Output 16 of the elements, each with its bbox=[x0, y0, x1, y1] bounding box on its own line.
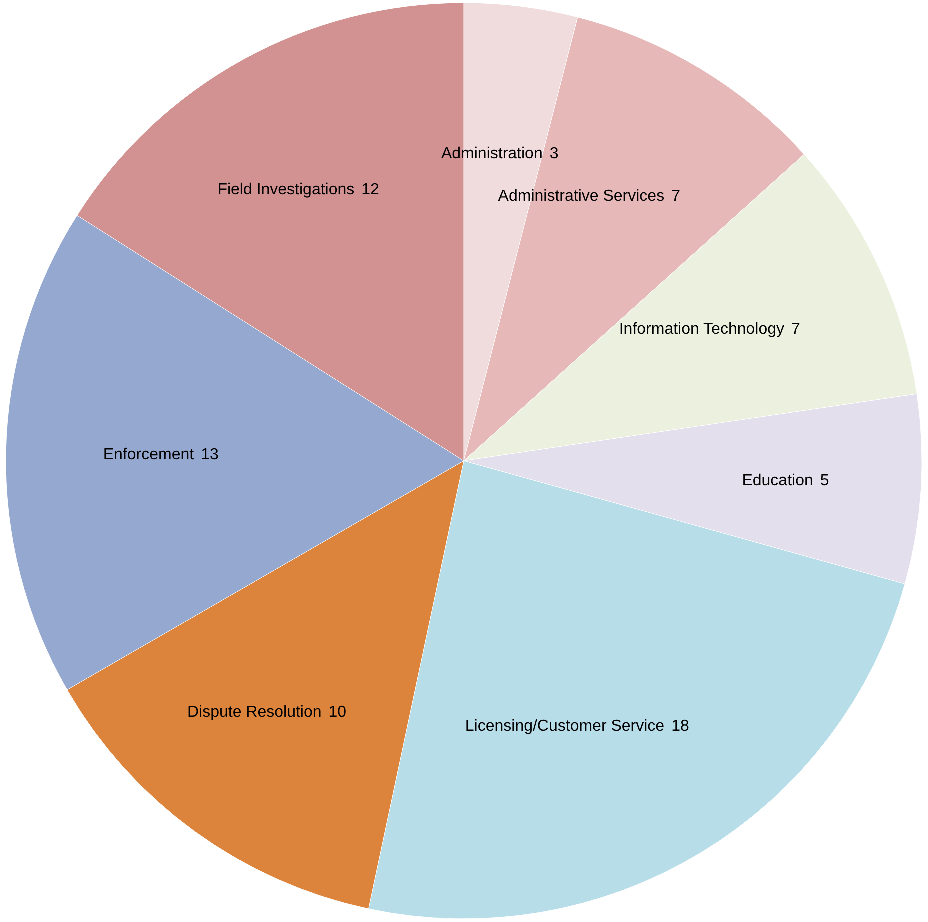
data-label: 12 bbox=[362, 181, 380, 198]
slice-label: Enforcement bbox=[103, 446, 195, 464]
data-label: 3 bbox=[550, 145, 559, 162]
slice-label: Dispute Resolution bbox=[187, 704, 322, 721]
data-label: 5 bbox=[820, 472, 830, 490]
slice-label: Information Technology bbox=[619, 321, 784, 338]
data-label: 7 bbox=[672, 188, 681, 205]
slice-label: Administration bbox=[441, 145, 543, 162]
data-label: 18 bbox=[672, 718, 690, 736]
slice-label: Field Investigations bbox=[218, 181, 355, 198]
slice-label: Licensing/Customer Service bbox=[465, 718, 665, 736]
slice-label: Education bbox=[742, 472, 814, 490]
slice-label: Administrative Services bbox=[498, 188, 665, 205]
data-label: 13 bbox=[201, 446, 219, 464]
data-label: 7 bbox=[791, 321, 800, 338]
data-label: 10 bbox=[328, 704, 347, 721]
